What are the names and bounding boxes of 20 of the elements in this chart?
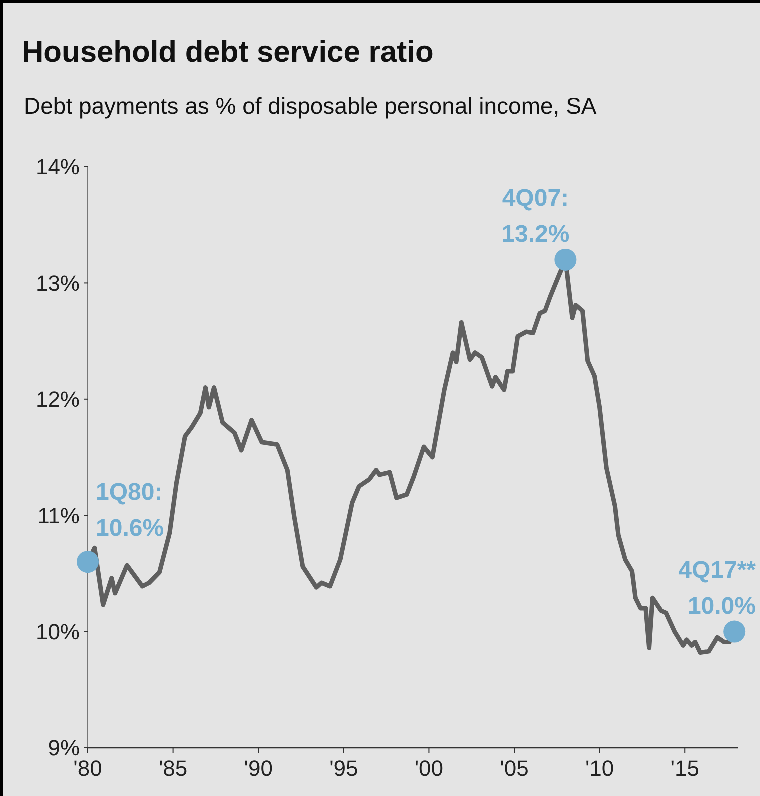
x-tick-label: '85 (158, 756, 188, 781)
y-tick-label: 13% (36, 270, 80, 296)
y-tick-label: 14% (36, 154, 80, 180)
x-tick-label: '00 (414, 756, 444, 781)
x-tick-label: '05 (500, 756, 529, 781)
annotation: 4Q07: 13.2% (502, 184, 570, 248)
y-tick-label: 10% (36, 620, 80, 644)
x-tick-label: '10 (585, 756, 614, 781)
annotation: 1Q80: 10.6% (96, 479, 164, 542)
x-tick-label: '95 (330, 756, 358, 781)
point (554, 248, 577, 271)
x-tick-label: '90 (244, 756, 273, 781)
y-tick-label: 12% (36, 387, 80, 412)
y-tick-label: 11% (38, 503, 80, 528)
point (724, 620, 746, 643)
chart-subtitle: Debt payments as % of disposable personal income, SA (24, 93, 598, 119)
chart-title: Household debt service ratio (22, 36, 434, 69)
annotation: 4Q17** 10.0% (678, 556, 757, 620)
point (77, 551, 99, 574)
x-tick-label: '15 (670, 756, 700, 781)
